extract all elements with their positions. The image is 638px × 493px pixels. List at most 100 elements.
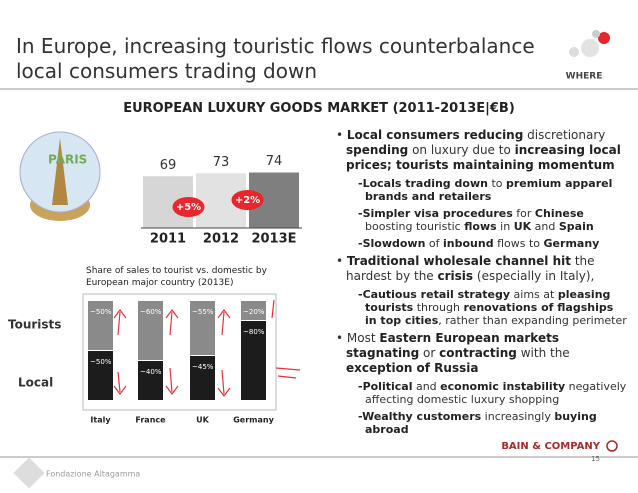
text-run: of [428, 237, 440, 250]
bar-segment [241, 321, 266, 400]
value-label: 74 [266, 154, 283, 169]
chart-header: EUROPEAN LUXURY GOODS MARKET (2011-2013E… [123, 101, 515, 116]
text-run: in [500, 220, 511, 233]
text-run: discretionary [527, 128, 606, 142]
globe-decor: PARIS [48, 153, 87, 167]
text-run: and [415, 380, 437, 393]
value-label: ~80% [243, 328, 265, 336]
bar-segment [241, 301, 266, 320]
x-tick-label: 2012 [203, 232, 239, 247]
bar-segment [138, 361, 163, 400]
text-run: Chinese [534, 207, 584, 220]
sub-bullet: -Wealthy customers increasingly buying a… [348, 410, 628, 436]
text-run: premium apparel brands and retailers [365, 177, 613, 203]
value-label: ~50% [90, 308, 112, 316]
text-run: for [516, 207, 532, 220]
text-run: spending [346, 143, 409, 157]
text-run: -Political [358, 380, 413, 393]
annotation-badge [172, 197, 205, 217]
value-label: ~55% [192, 308, 214, 316]
sub-bullet: -Political and economic instability nega… [348, 380, 628, 406]
brand-mark [606, 440, 618, 452]
bullet: • Local consumers reducing discretionary… [336, 128, 621, 172]
text-run: buying abroad [365, 410, 597, 436]
x-tick-label: Germany [233, 416, 274, 425]
text-run: with the [520, 346, 570, 360]
bar-segment [88, 301, 113, 350]
text-run: contracting [439, 346, 517, 360]
text-run: Germany [543, 237, 600, 250]
sub-bullet: -Slowdown of inbound flows to Germany [348, 237, 628, 250]
footer-left: Fondazione Altagamma [46, 470, 140, 479]
annotation-badge [231, 190, 264, 210]
text-run: , rather than expanding perimeter [438, 314, 627, 327]
text-run: -Locals trading down [358, 177, 488, 190]
text-run: increasing local prices; tourists mainta… [346, 143, 621, 172]
legend-label: Local [18, 376, 53, 390]
hand-arrows [113, 299, 301, 397]
text-run: Spain [558, 220, 594, 233]
bullet: • Most Eastern European markets stagnati… [336, 331, 570, 375]
value-label: ~50% [90, 358, 112, 366]
bar-segment [138, 301, 163, 360]
text-run: negatively affecting domestic luxury sho… [365, 380, 627, 406]
text-run: economic instability [440, 380, 566, 393]
text-run: (especially in Italy), [476, 269, 595, 283]
text-run: UK [513, 220, 532, 233]
x-tick-label: France [135, 416, 166, 425]
text-run: on luxury due to [412, 143, 511, 157]
text-run: -Slowdown [358, 237, 426, 250]
text-run: Traditional wholesale channel hit [346, 254, 571, 268]
page-number: 15 [591, 455, 600, 463]
annotation: +2% [235, 195, 260, 206]
logo: WHERE [560, 30, 610, 82]
sub-bullet: -Cautious retail strategy aims at pleasi… [348, 288, 628, 327]
text-run: inbound [443, 237, 494, 250]
value-label: ~40% [140, 368, 162, 376]
text-run: to [491, 177, 503, 190]
text-run: exception of Russia [346, 361, 479, 375]
value-label: ~20% [243, 308, 265, 316]
x-tick-label: 2013E [251, 232, 296, 247]
bar-segment [190, 356, 215, 400]
logo-text: WHERE [566, 72, 603, 82]
text-run: renovations of flagships in top cities [365, 301, 614, 327]
legend-label: Tourists [8, 318, 61, 332]
value-label: 73 [213, 155, 230, 170]
bullet: • Traditional wholesale channel hit the … [336, 254, 595, 283]
chart-frame [82, 293, 277, 411]
text-run: through [416, 301, 460, 314]
text-run: increasingly [484, 410, 551, 423]
value-label: ~45% [192, 363, 214, 371]
text-run: the hardest by the [346, 254, 595, 283]
text-run: Local consumers reducing [346, 128, 524, 142]
text-run: crisis [437, 269, 474, 283]
value-label: 69 [160, 158, 177, 173]
chart-subtitle: Share of sales to tourist vs. domestic b… [86, 266, 267, 288]
annotation: +5% [176, 202, 201, 213]
text-run: Most [346, 331, 376, 345]
x-tick-label: 2011 [150, 232, 186, 247]
x-tick-label: UK [196, 416, 209, 425]
slide-title: In Europe, increasing touristic flows co… [16, 34, 535, 83]
brand: BAIN & COMPANY [501, 441, 600, 452]
text-run: or [423, 346, 436, 360]
text-run: flows to [497, 237, 541, 250]
sub-bullet: -Simpler visa procedures for Chinese boo… [348, 207, 628, 233]
snow-globe: PARIS [19, 131, 101, 221]
text-run: -Wealthy customers [358, 410, 482, 423]
text-run: -Cautious retail strategy [358, 288, 511, 301]
text-run: aims at [513, 288, 555, 301]
sub-bullet: -Locals trading down to premium apparel … [348, 177, 628, 203]
text-run: pleasing tourists [365, 288, 611, 314]
text-run: boosting touristic [365, 220, 461, 233]
bar-segment [88, 351, 113, 400]
bullets: • Local consumers reducing discretionary… [336, 128, 628, 440]
x-tick-label: Italy [90, 416, 111, 425]
value-label: ~60% [140, 308, 162, 316]
text-run: Eastern European markets stagnating [346, 331, 559, 360]
text-run: and [534, 220, 556, 233]
text-run: flows [464, 220, 497, 233]
footer-logo [13, 457, 45, 489]
